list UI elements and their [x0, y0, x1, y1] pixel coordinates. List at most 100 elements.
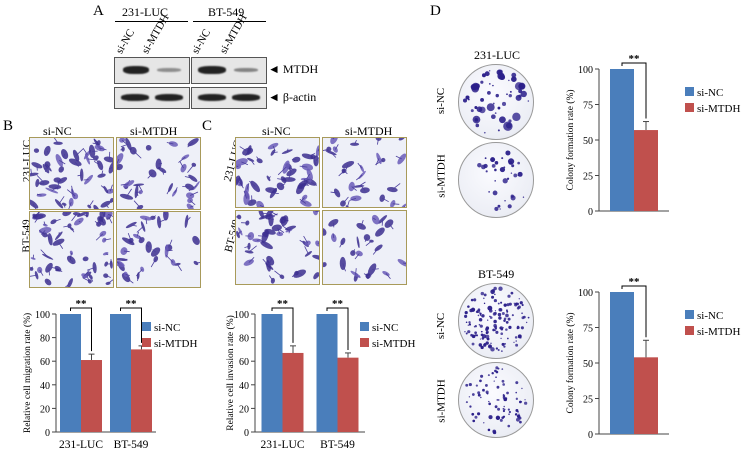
- bar: [110, 314, 131, 432]
- y-tick-label: 0: [45, 428, 50, 439]
- panel-label-a: A: [93, 3, 104, 19]
- micrograph: [29, 137, 114, 210]
- blot-band-label-mtdh: ◄ MTDH: [268, 62, 319, 76]
- dish-row-label: si-NC: [435, 87, 448, 115]
- y-tick-label: 60: [239, 357, 249, 368]
- significance-bracket: [120, 307, 142, 343]
- colony-bt549-bar-chart: 0 25 50 75 100 Colony formation rate (%) ** si-…: [565, 276, 740, 441]
- significance-bracket: [621, 285, 647, 338]
- micro-col-label: si-MTDH: [345, 124, 393, 138]
- significance-label: **: [629, 53, 641, 65]
- blot-line-divider: [193, 21, 266, 22]
- significance-bracket: [326, 307, 349, 350]
- bar: [610, 292, 634, 434]
- blot-lane-label: si-NC: [113, 27, 138, 56]
- x-tick-label: BT-549: [320, 439, 355, 451]
- x-tick-label: BT-549: [114, 439, 149, 451]
- legend-label: si-MTDH: [697, 103, 740, 115]
- significance-label: **: [332, 298, 344, 310]
- y-axis-label: Relative cell invasion rate (%): [225, 315, 236, 431]
- bar: [261, 314, 283, 432]
- colony-dish: [458, 362, 534, 438]
- blot-cell-line-231luc: 231-LUC: [122, 5, 168, 19]
- micro-col-label: si-NC: [262, 124, 291, 138]
- panel-label-d: D: [430, 3, 441, 19]
- legend-swatch: [142, 338, 151, 347]
- dish-title-231: 231-LUC: [474, 48, 520, 62]
- significance-bracket: [70, 307, 92, 352]
- y-tick-label: 100: [234, 310, 249, 321]
- y-tick-label: 0: [244, 428, 249, 439]
- significance-bracket: [621, 62, 647, 119]
- bar: [131, 349, 152, 432]
- y-tick-label: 25: [583, 395, 593, 406]
- significance-label: **: [277, 298, 289, 310]
- y-tick-label: 40: [239, 381, 249, 392]
- legend-label: si-NC: [372, 322, 398, 334]
- blot-lane-label: si-NC: [189, 27, 214, 56]
- bar: [337, 357, 359, 432]
- micrograph: [116, 211, 201, 288]
- y-tick-label: 100: [35, 310, 50, 321]
- colony-231-bar-chart: 0 25 50 75 100 Colony formation rate (%) ** si-…: [565, 53, 740, 218]
- micrograph: [235, 137, 320, 208]
- legend-swatch: [142, 322, 151, 331]
- colony-dish: [458, 64, 534, 140]
- legend-swatch: [685, 103, 694, 112]
- significance-bracket: [271, 307, 294, 343]
- y-tick-label: 75: [583, 324, 593, 335]
- dish-title-bt549: BT-549: [478, 267, 515, 281]
- micrograph: [322, 210, 407, 285]
- x-tick-label: 231-LUC: [260, 439, 304, 451]
- y-tick-label: 80: [40, 334, 50, 345]
- blot-band-label-actin: ◄ β-actin: [268, 90, 317, 104]
- y-tick-label: 80: [239, 334, 249, 345]
- y-tick-label: 50: [583, 359, 593, 370]
- y-tick-label: 50: [583, 136, 593, 147]
- legend-label: si-MTDH: [697, 326, 740, 338]
- micrograph: [322, 137, 407, 208]
- micro-col-label: si-NC: [43, 124, 72, 138]
- blot-mtdh-bt549: [191, 57, 267, 84]
- bar: [60, 314, 81, 432]
- panel-label-c: C: [202, 118, 213, 134]
- legend-label: si-MTDH: [372, 338, 415, 350]
- micrograph: [235, 210, 320, 285]
- bar: [81, 360, 102, 432]
- bar: [634, 357, 658, 434]
- legend-swatch: [685, 326, 694, 335]
- y-tick-label: 100: [578, 65, 593, 76]
- colony-dish: [458, 283, 534, 359]
- significance-label: **: [629, 276, 641, 288]
- x-tick-label: 231-LUC: [59, 439, 103, 451]
- blot-line-divider: [115, 21, 188, 22]
- dish-row-label: si-MTDH: [435, 379, 448, 423]
- bar: [282, 352, 304, 432]
- legend-label: si-NC: [697, 310, 723, 322]
- dish-row-label: si-MTDH: [435, 154, 448, 198]
- bar: [316, 314, 338, 432]
- y-tick-label: 0: [588, 207, 593, 218]
- y-tick-label: 25: [583, 172, 593, 183]
- legend-label: si-NC: [154, 322, 180, 334]
- legend-swatch: [360, 322, 369, 331]
- micrograph: [29, 211, 114, 288]
- significance-label: **: [76, 298, 88, 310]
- y-tick-label: 60: [40, 357, 50, 368]
- micrograph: [116, 137, 201, 210]
- y-axis-label: Relative cell migration rate (%): [22, 313, 33, 433]
- panel-label-b: B: [3, 118, 14, 134]
- legend-label: si-MTDH: [154, 338, 197, 350]
- blot-mtdh-231: [114, 57, 190, 84]
- legend-label: si-NC: [697, 87, 723, 99]
- y-tick-label: 100: [578, 288, 593, 299]
- bar: [634, 130, 658, 211]
- dish-row-label: si-NC: [435, 312, 448, 340]
- legend-swatch: [685, 87, 694, 96]
- micro-col-label: si-MTDH: [130, 124, 178, 138]
- y-tick-label: 0: [588, 430, 593, 441]
- colony-dish: [458, 142, 534, 218]
- y-axis-label: Colony formation rate (%): [565, 89, 576, 190]
- y-tick-label: 75: [583, 101, 593, 112]
- y-axis-label: Colony formation rate (%): [565, 312, 576, 413]
